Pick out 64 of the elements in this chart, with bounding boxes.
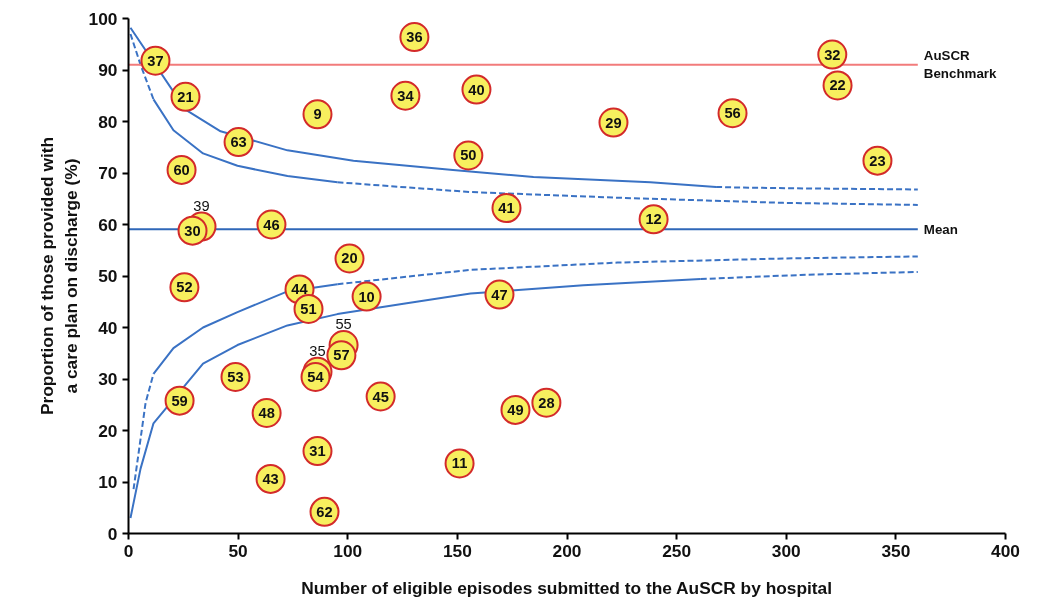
annotation: 21: [177, 88, 194, 105]
annotation: 35: [309, 342, 326, 359]
annotation: 47: [491, 286, 508, 303]
x-axis-title: Number of eligible episodes submitted to the AuSCR by hospital: [301, 577, 833, 598]
point: [302, 99, 333, 130]
x-tick-label: 350: [881, 540, 911, 561]
annotation: 46: [263, 216, 280, 233]
y-tick-label: 50: [98, 266, 118, 286]
annotation: 44: [291, 281, 309, 298]
annotation: 59: [171, 392, 188, 409]
x-tick-label: 200: [552, 540, 582, 561]
annotation: 48: [258, 404, 275, 421]
y-tick-label: 100: [88, 8, 118, 29]
annotation: 30: [184, 222, 201, 239]
annotation: 32: [824, 46, 841, 63]
annotation: 23: [869, 152, 886, 169]
annotation: 62: [316, 503, 333, 520]
annotation: 37: [147, 52, 164, 69]
annotation: 50: [460, 147, 477, 164]
y-tick-label: 10: [98, 472, 118, 492]
x-tick-label: 0: [123, 540, 134, 561]
annotation: 56: [724, 105, 741, 122]
annotation: 31: [309, 443, 326, 460]
annotation: 28: [538, 394, 555, 411]
annotation: 10: [358, 288, 375, 305]
annotation: 41: [498, 200, 515, 217]
y-tick-label: 40: [98, 317, 118, 338]
x-tick-label: 250: [662, 540, 692, 561]
annotation: 29: [605, 114, 622, 131]
y-tick-label: 80: [98, 111, 118, 132]
y-tick-label: 30: [98, 369, 118, 389]
x-tick-label: 300: [771, 540, 801, 561]
x-tick-label: 150: [442, 540, 472, 561]
y-tick-label: 60: [98, 214, 118, 235]
annotation: 9: [313, 106, 322, 123]
y-axis-title: Proportion of those provided with a care plan on discharge (%): [36, 136, 81, 416]
ref-line-label: AuSCR Benchmark: [923, 48, 997, 82]
annotation: 34: [397, 87, 415, 104]
annotation: 53: [227, 368, 244, 385]
x-tick-label: 100: [333, 540, 363, 561]
ref-line-label: Mean: [923, 221, 958, 237]
annotation: 63: [230, 134, 247, 151]
x-tick-label: 400: [991, 540, 1020, 561]
annotation: 43: [262, 470, 279, 487]
annotation: 39: [193, 197, 210, 214]
y-tick-label: 70: [98, 163, 118, 183]
annotation: 12: [645, 211, 662, 228]
annotation: 51: [300, 300, 317, 317]
y-tick-label: 20: [98, 420, 118, 441]
annotation: 55: [335, 316, 352, 333]
annotation: 20: [341, 250, 358, 267]
annotation: 22: [829, 77, 846, 94]
y-tick-label: 0: [107, 523, 118, 544]
annotation: 40: [468, 81, 485, 98]
y-tick-label: 90: [98, 60, 118, 80]
x-tick-label: 50: [228, 540, 248, 561]
annotation: 36: [406, 29, 423, 46]
annotation: 54: [307, 368, 325, 385]
annotation: 45: [372, 388, 389, 405]
annotation: 60: [173, 161, 190, 178]
annotation: 52: [176, 279, 193, 296]
annotation: 57: [333, 347, 350, 364]
annotation: 49: [507, 401, 524, 418]
annotation: 11: [451, 455, 468, 472]
